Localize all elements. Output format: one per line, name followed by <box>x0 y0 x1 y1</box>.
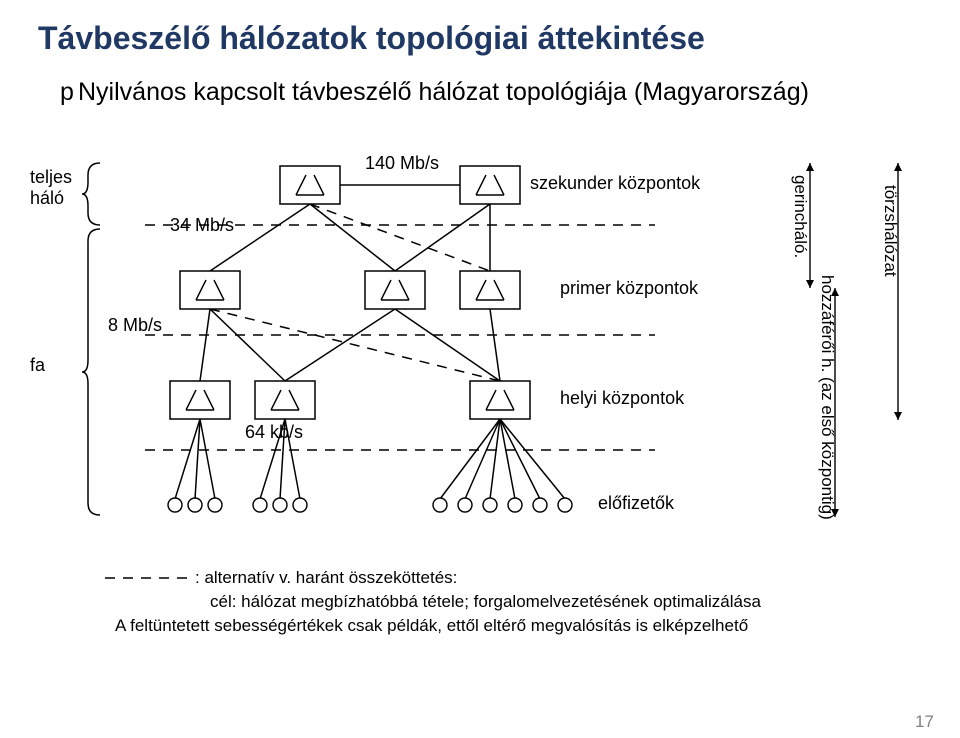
legend-line-1: cél: hálózat megbízhatóbbá tétele; forga… <box>210 592 761 612</box>
legend-dash-text: : alternatív v. haránt összeköttetés: <box>195 568 457 588</box>
speed-label-upper: 34 Mb/s <box>170 215 234 236</box>
speed-label-top: 140 Mb/s <box>365 153 439 174</box>
speed-label-mid: 8 Mb/s <box>108 315 162 336</box>
right-label-access: hozzáférői h. (az első központig) <box>817 275 837 520</box>
page-number: 17 <box>915 712 934 732</box>
left-label-fullmesh: teljes háló <box>30 167 72 209</box>
left-label-tree: fa <box>30 355 45 376</box>
layer-label-subscriber: előfizetők <box>598 493 674 514</box>
legend-line-2: A feltüntetett sebességértékek csak péld… <box>115 616 748 636</box>
layer-label-local: helyi központok <box>560 388 684 409</box>
right-label-backbone: gerincháló. <box>790 175 810 258</box>
speed-label-low: 64 kb/s <box>245 422 303 443</box>
layer-label-secondary: szekunder központok <box>530 173 700 194</box>
layer-label-primary: primer központok <box>560 278 698 299</box>
right-label-trunk: törzshálózat <box>880 185 900 277</box>
